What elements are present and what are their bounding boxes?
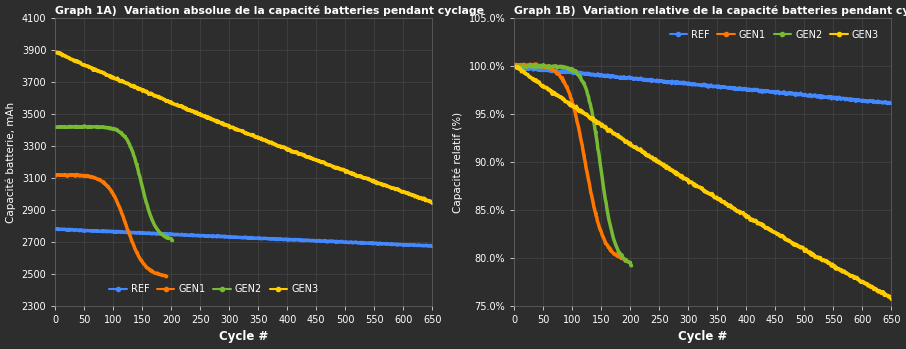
- GEN1: [550, 69, 561, 74]
- GEN1: [133, 255, 144, 259]
- REF: [844, 97, 855, 102]
- GEN1: [579, 153, 590, 157]
- GEN3: [50, 50, 61, 54]
- GEN2: [82, 125, 93, 129]
- GEN3: [384, 185, 395, 189]
- GEN1: [95, 178, 106, 182]
- Line: GEN2: GEN2: [54, 125, 173, 242]
- Y-axis label: Capacité relatif (%): Capacité relatif (%): [453, 111, 463, 213]
- Line: GEN3: GEN3: [514, 65, 892, 300]
- REF: [427, 244, 438, 248]
- GEN3: [169, 102, 179, 106]
- GEN1: [554, 73, 565, 77]
- GEN3: [427, 201, 438, 205]
- GEN2: [78, 124, 89, 128]
- REF: [511, 64, 522, 68]
- REF: [423, 244, 434, 248]
- GEN2: [123, 141, 134, 146]
- GEN2: [167, 238, 178, 243]
- GEN1: [593, 222, 604, 226]
- GEN3: [530, 78, 541, 82]
- GEN3: [535, 83, 546, 87]
- GEN3: [71, 59, 82, 63]
- GEN3: [116, 79, 127, 83]
- REF: [385, 242, 396, 246]
- Line: GEN2: GEN2: [514, 64, 632, 267]
- Legend: REF, GEN1, GEN2, GEN3: REF, GEN1, GEN2, GEN3: [666, 26, 882, 44]
- REF: [77, 229, 88, 233]
- X-axis label: Cycle #: Cycle #: [219, 331, 268, 343]
- Y-axis label: Capacité batterie, mAh: Capacité batterie, mAh: [5, 102, 16, 223]
- GEN3: [628, 144, 639, 148]
- GEN1: [50, 173, 61, 178]
- GEN2: [509, 64, 520, 68]
- REF: [169, 232, 180, 237]
- REF: [535, 68, 546, 72]
- GEN1: [134, 255, 145, 260]
- REF: [509, 64, 520, 68]
- REF: [586, 73, 597, 77]
- REF: [886, 101, 897, 105]
- REF: [117, 230, 128, 234]
- GEN2: [523, 64, 534, 68]
- GEN1: [120, 220, 130, 224]
- Line: GEN1: GEN1: [54, 174, 168, 277]
- GEN2: [50, 125, 61, 129]
- Line: GEN1: GEN1: [514, 63, 627, 262]
- GEN1: [593, 220, 603, 224]
- GEN2: [140, 197, 150, 201]
- GEN3: [127, 84, 138, 88]
- GEN2: [542, 65, 553, 69]
- GEN3: [586, 117, 597, 121]
- GEN2: [63, 124, 74, 128]
- REF: [128, 231, 139, 235]
- X-axis label: Cycle #: Cycle #: [679, 331, 728, 343]
- GEN1: [160, 275, 171, 279]
- GEN2: [626, 264, 637, 268]
- GEN3: [886, 297, 897, 301]
- REF: [629, 76, 640, 81]
- REF: [882, 102, 893, 106]
- GEN3: [575, 108, 586, 112]
- REF: [575, 71, 586, 75]
- GEN2: [537, 63, 548, 67]
- Legend: REF, GEN1, GEN2, GEN3: REF, GEN1, GEN2, GEN3: [105, 280, 322, 298]
- Text: Graph 1A)  Variation absolue de la capacité batteries pendant cyclage: Graph 1A) Variation absolue de la capaci…: [55, 6, 485, 16]
- GEN2: [56, 125, 67, 129]
- GEN1: [72, 172, 82, 177]
- Text: Graph 1B)  Variation relative de la capacité batteries pendant cyclage: Graph 1B) Variation relative de la capac…: [515, 6, 906, 16]
- REF: [72, 228, 82, 232]
- GEN1: [77, 174, 88, 178]
- REF: [52, 227, 63, 231]
- GEN1: [92, 176, 102, 180]
- GEN3: [509, 64, 520, 68]
- Line: GEN3: GEN3: [54, 51, 433, 204]
- GEN3: [843, 273, 854, 277]
- GEN2: [583, 94, 593, 98]
- REF: [50, 227, 61, 231]
- Line: REF: REF: [514, 65, 892, 104]
- GEN2: [516, 65, 526, 69]
- GEN1: [535, 65, 546, 69]
- REF: [530, 66, 541, 70]
- GEN1: [621, 258, 631, 262]
- GEN1: [161, 274, 172, 279]
- Line: REF: REF: [54, 228, 433, 247]
- GEN3: [76, 62, 87, 66]
- GEN1: [620, 259, 631, 263]
- GEN2: [514, 64, 525, 68]
- GEN2: [54, 125, 65, 129]
- GEN1: [509, 64, 520, 68]
- GEN2: [599, 190, 610, 194]
- GEN1: [531, 62, 542, 66]
